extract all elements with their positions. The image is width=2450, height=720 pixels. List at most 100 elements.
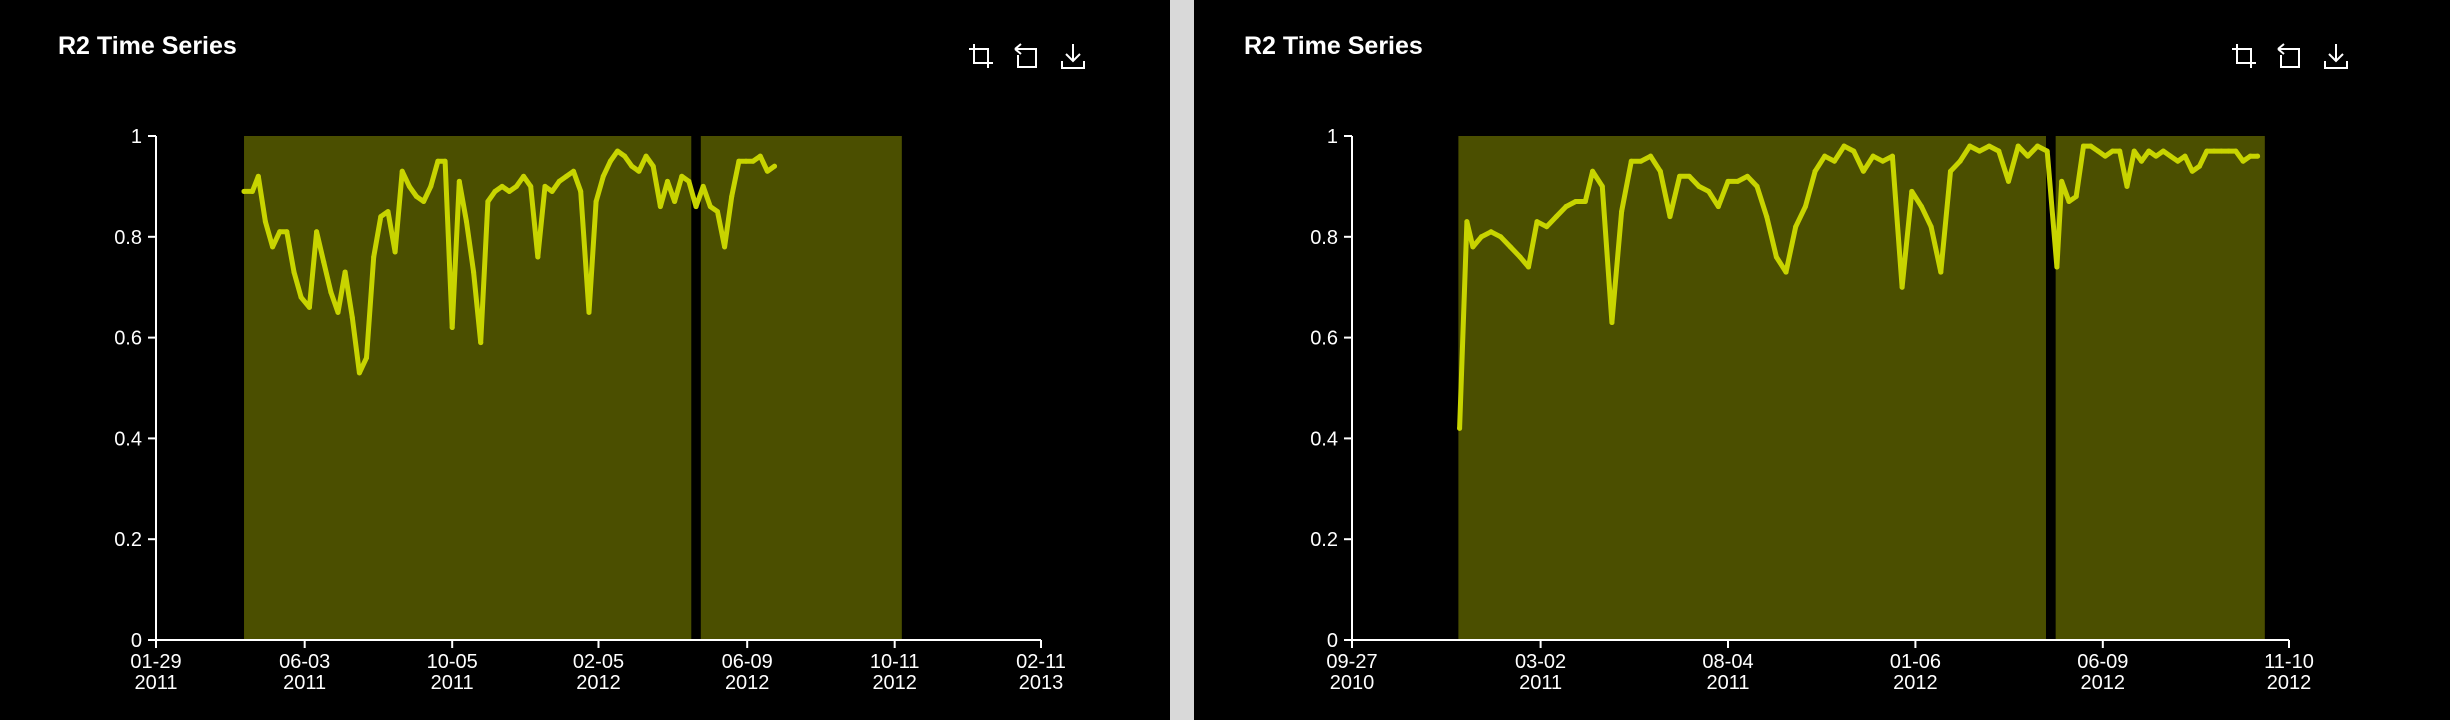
r2-data-point xyxy=(1628,158,1634,164)
x-tick-label: 06-09 xyxy=(2077,651,2128,673)
y-tick-label: 0.8 xyxy=(114,227,142,249)
r2-data-point xyxy=(607,158,613,164)
r2-data-point xyxy=(349,314,355,320)
r2-data-point xyxy=(2189,168,2195,174)
r2-data-point xyxy=(2035,143,2041,149)
r2-data-point xyxy=(1648,153,1654,159)
r2-data-point xyxy=(2117,148,2123,154)
r2-data-point xyxy=(622,153,628,159)
r2-line-chart[interactable]: 00.20.40.60.8101-29201106-03201110-05201… xyxy=(32,0,1170,720)
r2-data-point xyxy=(2054,264,2060,270)
r2-data-point xyxy=(736,158,742,164)
r2-data-point xyxy=(1534,219,1540,225)
reset-icon xyxy=(1014,43,1037,68)
r2-data-point xyxy=(2218,148,2224,154)
r2-data-point xyxy=(2073,193,2079,199)
r2-data-point xyxy=(593,199,599,205)
x-tick-label: 01-06 xyxy=(1890,651,1941,673)
crop-button[interactable] xyxy=(2225,36,2263,76)
r2-data-point xyxy=(449,325,455,331)
reset-zoom-button[interactable] xyxy=(2271,36,2309,76)
x-tick-label: 06-03 xyxy=(279,651,330,673)
r2-data-point xyxy=(714,209,720,215)
r2-data-point xyxy=(629,163,635,169)
r2-data-point xyxy=(521,173,527,179)
r2-data-point xyxy=(1638,158,1644,164)
y-tick-label: 0 xyxy=(131,630,142,652)
y-tick-label: 1 xyxy=(1327,126,1338,148)
r2-data-point xyxy=(2160,148,2166,154)
r2-chart-panel-right: R2 Time Series 0 0.2 0.4 0.6 0.8 1 09-27 2010 03… xyxy=(1218,0,2418,720)
r2-data-point xyxy=(277,229,283,235)
r2-data-point xyxy=(1764,214,1770,220)
r2-data-point xyxy=(298,294,304,300)
r2-data-point xyxy=(406,183,412,189)
x-tick-year-label: 2012 xyxy=(725,672,770,694)
r2-data-point xyxy=(636,168,642,174)
r2-data-point xyxy=(2182,153,2188,159)
r2-line-chart[interactable]: 00.20.40.60.8109-27201003-02201108-04201… xyxy=(1218,0,2418,720)
r2-data-point xyxy=(643,153,649,159)
r2-data-point xyxy=(1860,168,1866,174)
r2-data-point xyxy=(764,168,770,174)
download-button[interactable] xyxy=(1054,36,1092,76)
r2-data-point xyxy=(1696,183,1702,189)
r2-data-point xyxy=(1899,284,1905,290)
r2-data-point xyxy=(2131,148,2137,154)
r2-data-point xyxy=(1928,224,1934,230)
r2-data-point xyxy=(1715,204,1721,210)
r2-data-point xyxy=(421,199,427,205)
highlight-band xyxy=(1458,136,2046,640)
crop-button[interactable] xyxy=(962,36,1000,76)
r2-data-point xyxy=(471,269,477,275)
download-button[interactable] xyxy=(2317,36,2355,76)
r2-data-point xyxy=(1478,234,1484,240)
r2-data-point xyxy=(378,214,384,220)
r2-data-point xyxy=(1657,168,1663,174)
r2-data-point xyxy=(1967,143,1973,149)
r2-data-point xyxy=(679,173,685,179)
r2-data-point xyxy=(722,244,728,250)
x-tick-year-label: 2012 xyxy=(2081,672,2126,694)
r2-data-point xyxy=(2233,148,2239,154)
r2-data-point xyxy=(2146,148,2152,154)
r2-data-point xyxy=(650,163,656,169)
r2-data-point xyxy=(1851,148,1857,154)
highlight-band xyxy=(244,136,692,640)
r2-chart-panel-left: R2 Time Series 0 0.2 0.4 0.6 0.8 1 01-29 2011 06… xyxy=(32,0,1170,720)
r2-data-point xyxy=(1957,158,1963,164)
download-icon xyxy=(2324,44,2348,69)
reset-zoom-button[interactable] xyxy=(1008,36,1046,76)
r2-data-point xyxy=(2006,178,2012,184)
r2-data-point xyxy=(291,269,297,275)
r2-data-point xyxy=(435,158,441,164)
r2-data-point xyxy=(1793,224,1799,230)
r2-data-point xyxy=(249,188,255,194)
x-tick-label: 10-05 xyxy=(427,651,478,673)
x-tick-year-label: 2012 xyxy=(2267,672,2312,694)
r2-data-point xyxy=(414,193,420,199)
r2-data-point xyxy=(549,188,555,194)
r2-data-point xyxy=(241,188,247,194)
r2-data-point xyxy=(1667,214,1673,220)
y-tick-label: 0 xyxy=(1327,630,1338,652)
x-tick-year-label: 2012 xyxy=(576,672,621,694)
r2-data-point xyxy=(615,148,621,154)
r2-data-point xyxy=(2211,148,2217,154)
chart-toolbar xyxy=(2225,36,2355,76)
x-tick-label: 08-04 xyxy=(1702,651,1753,673)
r2-data-point xyxy=(321,259,327,265)
reset-icon xyxy=(2277,43,2300,68)
y-tick-label: 0.6 xyxy=(1310,328,1338,350)
r2-data-point xyxy=(1706,188,1712,194)
r2-data-point xyxy=(693,204,699,210)
r2-data-point xyxy=(2255,153,2261,159)
r2-data-point xyxy=(750,158,756,164)
r2-data-point xyxy=(1938,269,1944,275)
r2-data-point xyxy=(743,158,749,164)
r2-data-point xyxy=(1526,264,1532,270)
r2-data-point xyxy=(506,188,512,194)
r2-data-point xyxy=(729,193,735,199)
r2-data-point xyxy=(1498,234,1504,240)
r2-data-point xyxy=(1986,143,1992,149)
